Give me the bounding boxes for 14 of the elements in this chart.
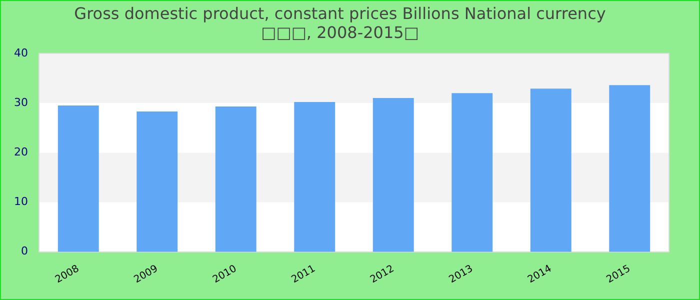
y-tick-label: 40 xyxy=(14,46,28,60)
bar xyxy=(530,88,572,252)
y-tick-label: 20 xyxy=(14,146,28,158)
bar xyxy=(452,93,493,252)
bar xyxy=(136,111,178,252)
bar xyxy=(372,98,414,252)
bar xyxy=(294,102,336,252)
bar xyxy=(58,106,99,252)
y-tick-label: 30 xyxy=(14,96,28,109)
y-tick-label: 10 xyxy=(14,195,28,208)
y-tick-label: 0 xyxy=(20,244,28,258)
bar xyxy=(215,106,256,252)
chart-title: Gross domestic product, constant prices Billions National currency □□□, 2008-2015□ xyxy=(74,4,606,42)
bar xyxy=(609,85,650,252)
